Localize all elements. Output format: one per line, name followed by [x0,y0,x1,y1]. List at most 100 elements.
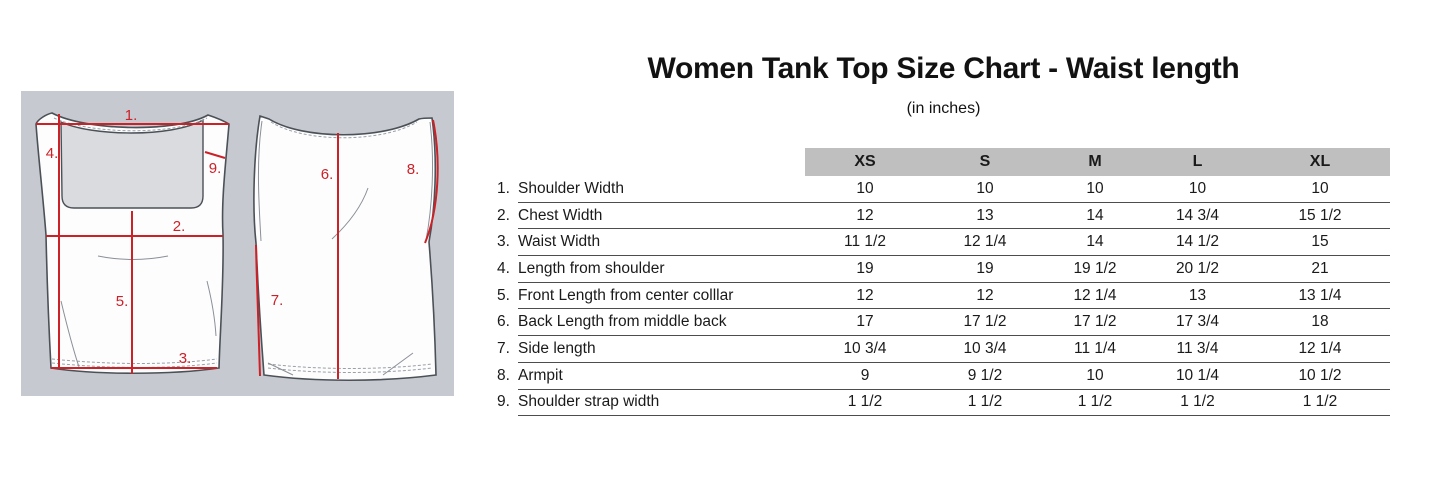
size-value: 12 [805,282,925,310]
tank-top-back-view: 6. 8. 7. [253,114,439,382]
size-value: 14 [1045,202,1145,230]
size-value: 10 1/4 [1145,362,1250,390]
size-value: 21 [1250,255,1390,283]
row-label: Front Length from center colllar [518,282,805,310]
page-subtitle: (in inches) [906,100,981,117]
size-value: 1 1/2 [1250,389,1390,417]
row-number: 4. [497,259,510,277]
size-value: 14 1/2 [1145,228,1250,257]
size-value: 13 [1145,282,1250,310]
row-label: Waist Width [518,228,805,257]
table-row: 8. Armpit 9 9 1/2 10 10 1/4 10 1/2 [497,362,1390,390]
table-row: 5. Front Length from center colllar 12 1… [497,282,1390,310]
row-label: Shoulder Width [518,176,805,203]
front-neck-inset [60,118,204,209]
front-left-wrinkle [60,300,80,368]
measurement-label-3: 3. [179,350,192,367]
size-value: 10 [1045,362,1145,390]
back-right-hem-wrinkle [382,352,414,376]
size-value: 20 1/2 [1145,255,1250,283]
size-column-header: S [925,148,1045,176]
size-value: 10 [1250,176,1390,203]
size-column-header: XS [805,148,925,176]
row-number: 6. [497,313,510,331]
page-title: Women Tank Top Size Chart - Waist length [647,52,1240,85]
row-number: 2. [497,206,510,224]
size-value: 1 1/2 [805,389,925,417]
size-value: 1 1/2 [1045,389,1145,417]
measurement-label-7: 7. [271,292,284,309]
size-value: 13 1/4 [1250,282,1390,310]
measurement-label-1: 1. [125,107,138,124]
row-number: 8. [497,366,510,384]
row-label: Shoulder strap width [518,389,805,417]
size-value: 13 [925,202,1045,230]
table-row: 9. Shoulder strap width 1 1/2 1 1/2 1 1/… [497,389,1390,417]
size-value: 11 1/2 [805,228,925,257]
measurement-label-8: 8. [407,161,420,178]
row-number: 3. [497,233,510,251]
size-table: XS S M L XL 1. Shoulder Width 10 10 10 10 10… [497,148,1390,417]
size-value: 12 1/4 [925,228,1045,257]
table-row: 1. Shoulder Width 10 10 10 10 10 [497,176,1390,203]
size-value: 17 3/4 [1145,308,1250,337]
size-value: 18 [1250,308,1390,337]
back-left-hem-wrinkle [267,362,294,376]
row-number: 5. [497,286,510,304]
size-value: 19 [925,255,1045,283]
table-row: 6. Back Length from middle back 17 17 1/… [497,308,1390,337]
back-garment-outline [253,114,437,382]
back-center-wrinkle [331,187,369,240]
size-value: 10 1/2 [1250,362,1390,390]
size-value: 19 1/2 [1045,255,1145,283]
size-column-header: M [1045,148,1145,176]
row-number: 9. [497,393,510,411]
front-hem-stitch [51,358,218,364]
header-spacer [518,148,805,176]
size-value: 15 [1250,228,1390,257]
row-label: Side length [518,335,805,363]
size-value: 1 1/2 [925,389,1045,417]
measurement-label-6: 6. [321,166,334,183]
size-value: 17 [805,308,925,337]
size-value: 10 [1045,176,1145,203]
back-left-armhole-stitch [257,120,263,242]
row-label: Chest Width [518,202,805,230]
tank-top-front-view: 1. 4. 9. 2. 5. 3. [35,107,230,375]
table-row: 4. Length from shoulder 19 19 19 1/2 20 … [497,255,1390,283]
size-value: 1 1/2 [1145,389,1250,417]
size-value: 9 1/2 [925,362,1045,390]
size-value: 11 3/4 [1145,335,1250,363]
size-value: 15 1/2 [1250,202,1390,230]
back-right-armhole-stitch [425,121,434,241]
size-value: 10 3/4 [805,335,925,363]
row-number: 7. [497,339,510,357]
row-label: Armpit [518,362,805,390]
size-column-header: L [1145,148,1250,176]
measurement-line-8 [424,119,439,244]
front-right-wrinkle [206,280,217,337]
row-label: Back Length from middle back [518,308,805,337]
back-hem-stitch [267,363,433,369]
measurement-line-9 [204,151,226,159]
size-value: 14 [1045,228,1145,257]
measurement-line-7 [255,244,261,377]
header-spacer [497,148,518,176]
measurement-label-4: 4. [46,145,59,162]
size-value: 19 [805,255,925,283]
size-value: 10 [1145,176,1250,203]
size-value: 12 [805,202,925,230]
size-table-body: 1. Shoulder Width 10 10 10 10 10 2. Ches… [497,176,1390,417]
size-value: 11 1/4 [1045,335,1145,363]
measurement-label-5: 5. [116,293,129,310]
illustration-panel: 1. 4. 9. 2. 5. 3. 6. [21,91,454,396]
table-row: 2. Chest Width 12 13 14 14 3/4 15 1/2 [497,202,1390,230]
back-neckline-stitch [270,121,418,139]
table-row: 7. Side length 10 3/4 10 3/4 11 1/4 11 3… [497,335,1390,363]
size-column-header: XL [1250,148,1390,176]
size-value: 17 1/2 [1045,308,1145,337]
row-number: 1. [497,180,510,198]
table-row: 3. Waist Width 11 1/2 12 1/4 14 14 1/2 1… [497,228,1390,257]
size-value: 10 [925,176,1045,203]
